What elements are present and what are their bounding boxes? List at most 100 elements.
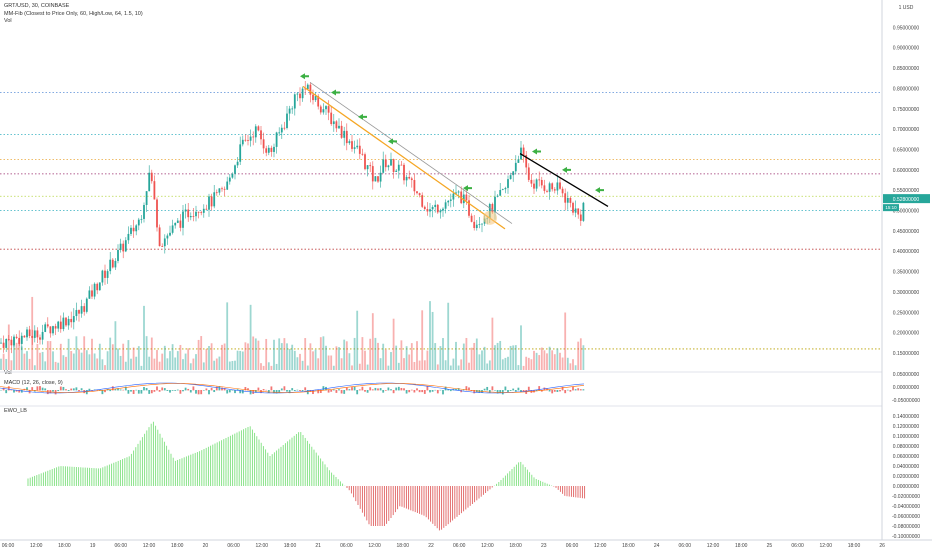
volume-bar [210,343,213,370]
time-tick-label: 12:00 [481,543,494,549]
green-arrow-marker [331,89,340,96]
volume-bar [538,355,541,370]
macd-bar [7,386,10,391]
macd-bar [20,390,23,393]
macd-bar [153,390,156,392]
macd-bar [395,387,398,391]
macd-bar [468,387,470,391]
volume-bar [455,341,457,370]
volume-bar [267,362,270,370]
candle-body [70,318,73,323]
volume-bar [345,341,348,370]
macd-bar [442,390,444,395]
volume-bar [473,342,476,370]
macd-bar [140,390,143,394]
volume-bar [223,343,226,370]
macd-bar [257,387,260,391]
volume-label[interactable]: Vol [4,18,12,24]
candle-body [473,221,476,229]
macd-bar [449,390,452,392]
volume-bar [369,338,372,370]
macd-bar [163,388,166,391]
candle-body [301,88,304,99]
candle-body [195,211,197,217]
volume-bar [208,346,210,370]
volume-bar [572,359,574,370]
macd-bar [171,390,174,391]
volume-bar [486,363,489,370]
volume-bar [400,340,403,370]
candle-body [223,188,226,190]
indicator-label[interactable]: MM-Fib (Closest to Price Only, 60, High/… [4,10,143,17]
volume-bar [18,339,21,370]
candle-body [265,148,268,153]
candle-body [179,220,182,228]
symbol-title[interactable]: GRT/USD, 30, COINBASE [4,3,70,9]
volume-bar [39,352,41,370]
candle-body [187,209,190,218]
green-arrow-marker [532,148,541,155]
volume-bar [228,361,231,370]
macd-bar [358,389,361,391]
candle-body [533,183,535,189]
candle-body [72,316,75,323]
candle-body [192,216,195,217]
candle-body [312,94,314,101]
volume-bar [23,353,26,370]
macd-bar [114,389,117,391]
candle-body [366,165,369,170]
macd-bar [304,387,307,391]
volume-bar [423,360,426,370]
volume-bar [299,353,301,370]
volume-bar [218,356,221,370]
volume-bar [449,365,452,370]
time-tick-label: 21 [315,543,321,549]
candle-body [379,172,382,182]
volume-bar [340,358,343,370]
macd-bar [400,387,403,391]
volume-bar [46,341,49,370]
candle-body [330,112,333,125]
volume-bar [413,361,416,370]
candle-body [431,206,434,210]
macd-bar [221,387,223,391]
volume-bar [132,347,135,370]
volume-bar [434,343,437,370]
macd-tick-label: 0.00000000 [893,385,920,391]
macd-bar [41,387,44,391]
macd-bar [2,387,5,391]
ewo-tick-label: 0.06000000 [893,454,920,460]
volume-bar [410,343,413,370]
candle-body [234,165,236,174]
macd-bar [111,386,114,391]
candle-body [13,336,15,346]
macd-bar [104,390,106,393]
macd-bar [556,390,559,392]
candle-body [413,180,416,192]
volume-bar [122,343,125,370]
volume-bar [559,352,561,370]
green-arrow-marker [463,185,472,192]
candle-body [522,147,525,156]
candle-body [444,202,447,209]
candle-body [530,179,533,184]
candle-body [75,310,78,317]
macd-bar [267,390,270,393]
candle-body [109,259,112,272]
volume-bar [397,362,400,370]
volume-bar [358,363,361,370]
volume-bar [176,351,179,370]
macd-bar [499,390,502,394]
candle-body [465,194,468,201]
candle-body [163,238,166,247]
candle-body [387,165,390,168]
macd-bar [293,390,296,392]
candle-body [210,196,213,207]
candle-body [291,108,294,110]
macd-bar [299,390,301,392]
macd-bar [312,390,314,395]
volume-bar [182,359,184,370]
candle-body [400,164,403,166]
candle-body [582,202,585,221]
